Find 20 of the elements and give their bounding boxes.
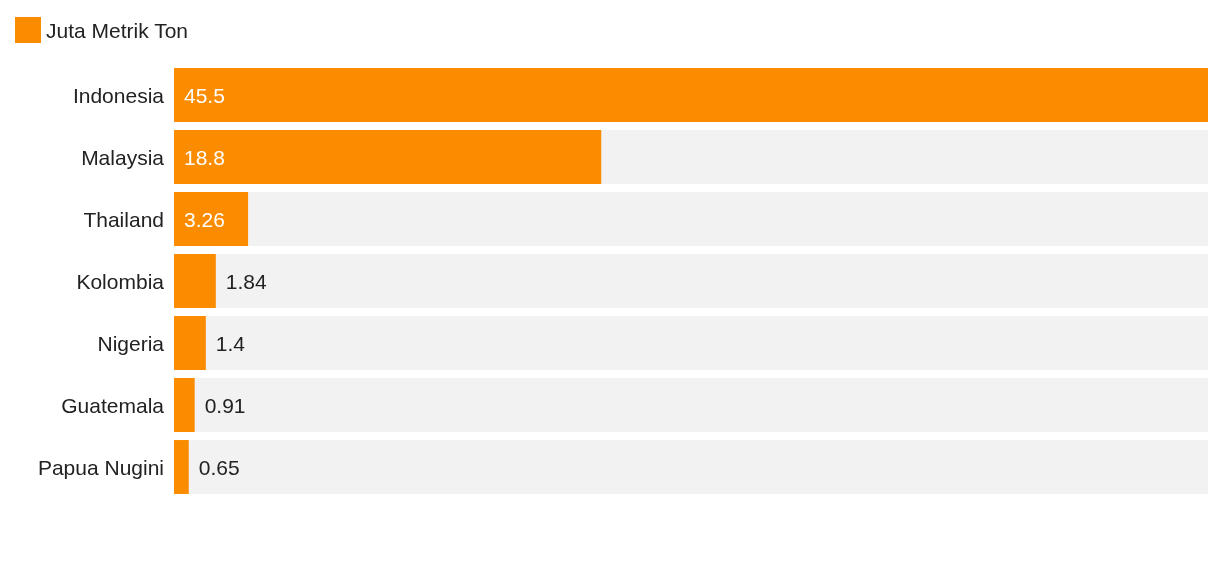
y-tick-label: Kolombia: [76, 269, 165, 293]
data-label: 0.91: [204, 393, 246, 417]
y-tick-label: Indonesia: [72, 83, 165, 107]
data-label: 1.4: [215, 331, 246, 355]
data-label: 18.8: [184, 145, 225, 169]
data-label: 0.65: [198, 455, 240, 479]
legend-label: Juta Metrik Ton: [46, 18, 189, 42]
bar: [174, 440, 189, 494]
bar: [174, 192, 249, 246]
y-tick-label: Thailand: [83, 207, 164, 231]
data-label: 3.26: [184, 207, 225, 231]
bar: [174, 316, 206, 370]
data-label: 1.84: [225, 269, 268, 293]
y-tick-label: Papua Nugini: [37, 455, 164, 479]
y-tick-label: Malaysia: [81, 145, 165, 169]
bar: [174, 254, 216, 308]
y-tick-label: Guatemala: [61, 393, 165, 417]
data-label: 45.5: [184, 83, 225, 107]
bar: [174, 378, 195, 432]
y-tick-label: Nigeria: [97, 331, 165, 355]
